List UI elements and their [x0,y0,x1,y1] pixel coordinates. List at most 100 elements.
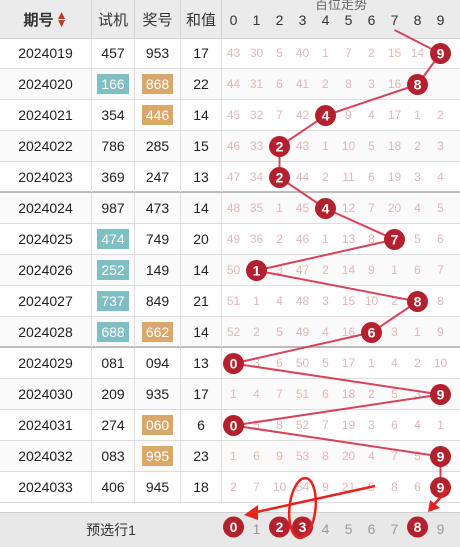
omission-value: 51 [226,294,241,308]
table-row: 2024020 166 868 22 44 31 6 41 2 8 3 16 [0,69,460,100]
sort-icon[interactable]: ▲ ▼ [55,8,68,30]
digit-header-8: 8 [413,12,422,28]
sum-cell: 23 [181,441,222,471]
omission-value: 6 [437,232,444,246]
omission-value: 15 [341,294,356,308]
omission-value: 51 [295,387,310,401]
omission-value: 20 [387,201,402,215]
omission-value: 42 [295,108,310,122]
omission-value: 1 [230,387,237,401]
period-cell: 2024031 [0,410,92,440]
omission-value: 32 [249,108,264,122]
preselect-digit-9[interactable]: 9 [436,521,445,537]
digit-header-4: 4 [321,12,330,28]
preselect-ball[interactable] [407,516,428,538]
omission-value: 3 [253,356,260,370]
omission-value: 45 [295,201,310,215]
preselect-ball-label: 0 [230,519,238,535]
omission-value: 49 [226,232,241,246]
table-row: 2024019 457 953 17 43 30 5 40 1 7 2 15 14 [0,38,460,69]
period-cell: 2024021 [0,100,92,130]
sum-cell: 21 [181,286,222,316]
hit-ball-label: 9 [437,480,445,496]
omission-value: 46 [226,139,241,153]
preselect-ball-label: 3 [299,519,307,535]
period-cell: 2024024 [0,193,92,223]
omission-value: 14 [410,46,425,60]
omission-value: 15 [387,46,402,60]
table-row: 202403340694518271054921586 [0,472,460,503]
omission-value: 16 [387,77,402,91]
hit-ball [315,105,336,126]
omission-value: 2 [322,170,329,184]
sum-cell: 14 [181,193,222,223]
omission-value: 3 [437,139,444,153]
hit-ball [384,229,405,250]
prize-number-cell: 446 [135,100,181,130]
omission-value: 2 [437,108,444,122]
hit-ball [269,136,290,157]
omission-value: 12 [341,201,356,215]
omission-value: 7 [437,263,444,277]
hit-ball [407,74,428,95]
trial-number-cell: 354 [92,100,135,130]
omission-value: 8 [276,418,283,432]
period-header-label: 期号 [23,11,54,29]
prize-number-cell: 953 [135,38,181,68]
prize-number-cell: 849 [135,286,181,316]
preselect-digit-5[interactable]: 5 [344,521,353,537]
digit-header-0: 0 [229,12,238,28]
period-cell: 2024020 [0,69,92,99]
omission-value: 5 [276,46,283,60]
omission-value: 4 [414,418,421,432]
omission-value: 2 [276,232,283,246]
trend-line-segment [256,269,418,303]
preselect-digit-4[interactable]: 4 [321,521,330,537]
omission-value: 30 [249,46,264,60]
omission-value: 5 [437,201,444,215]
preselect-digit-1[interactable]: 1 [252,521,261,537]
omission-value: 4 [368,108,375,122]
omission-value: 7 [368,201,375,215]
hit-ball [315,198,336,219]
omission-value: 1 [322,139,329,153]
trial-number-cell: 369 [92,162,135,192]
omission-value: 4 [437,170,444,184]
digit-header-1: 1 [252,12,261,28]
prize-number-cell-badge: 446 [141,105,174,125]
trial-number-cell-badge: 737 [97,291,129,311]
trial-number-cell: 081 [92,348,135,378]
digit-header-7: 7 [390,12,399,28]
omission-value: 3 [414,170,421,184]
omission-value: 18 [341,387,356,401]
period-column-header[interactable]: 期号 ▲ ▼ [0,0,92,38]
omission-value: 34 [249,170,264,184]
preselect-ball[interactable] [269,516,290,538]
hit-ball-label: 6 [368,325,376,341]
table-row: 2024032 083 995 23 1 6 9 53 8 20 4 7 5 [0,441,460,472]
preselect-digit-6[interactable]: 6 [367,521,376,537]
hit-ball [430,384,451,405]
hit-ball-label: 9 [437,387,445,403]
preselect-ball[interactable] [223,516,244,538]
preselect-digit-7[interactable]: 7 [390,521,399,537]
omission-value: 7 [276,108,283,122]
omission-value: 2 [414,139,421,153]
omission-value: 44 [295,170,310,184]
table-row: 2024022 786 285 15 46 33 43 1 10 5 18 2 3 [0,131,460,162]
prize-header-label: 奖号 [142,11,173,29]
hit-ball-label: 0 [230,356,238,372]
omission-value: 1 [368,356,375,370]
trial-number-cell-badge: 474 [97,229,129,249]
omission-value: 52 [226,325,241,339]
table-row: 2024026 252 149 14 50 3 47 2 14 9 1 6 7 [0,255,460,286]
trial-number-cell: 166 [92,69,135,99]
trend-line-segment [233,362,441,396]
omission-value: 47 [295,263,310,277]
omission-value: 46 [295,232,310,246]
omission-value: 36 [249,232,264,246]
omission-value: 5 [253,418,260,432]
preselect-ball-label: 2 [276,519,284,535]
prize-number-cell: 285 [135,131,181,161]
